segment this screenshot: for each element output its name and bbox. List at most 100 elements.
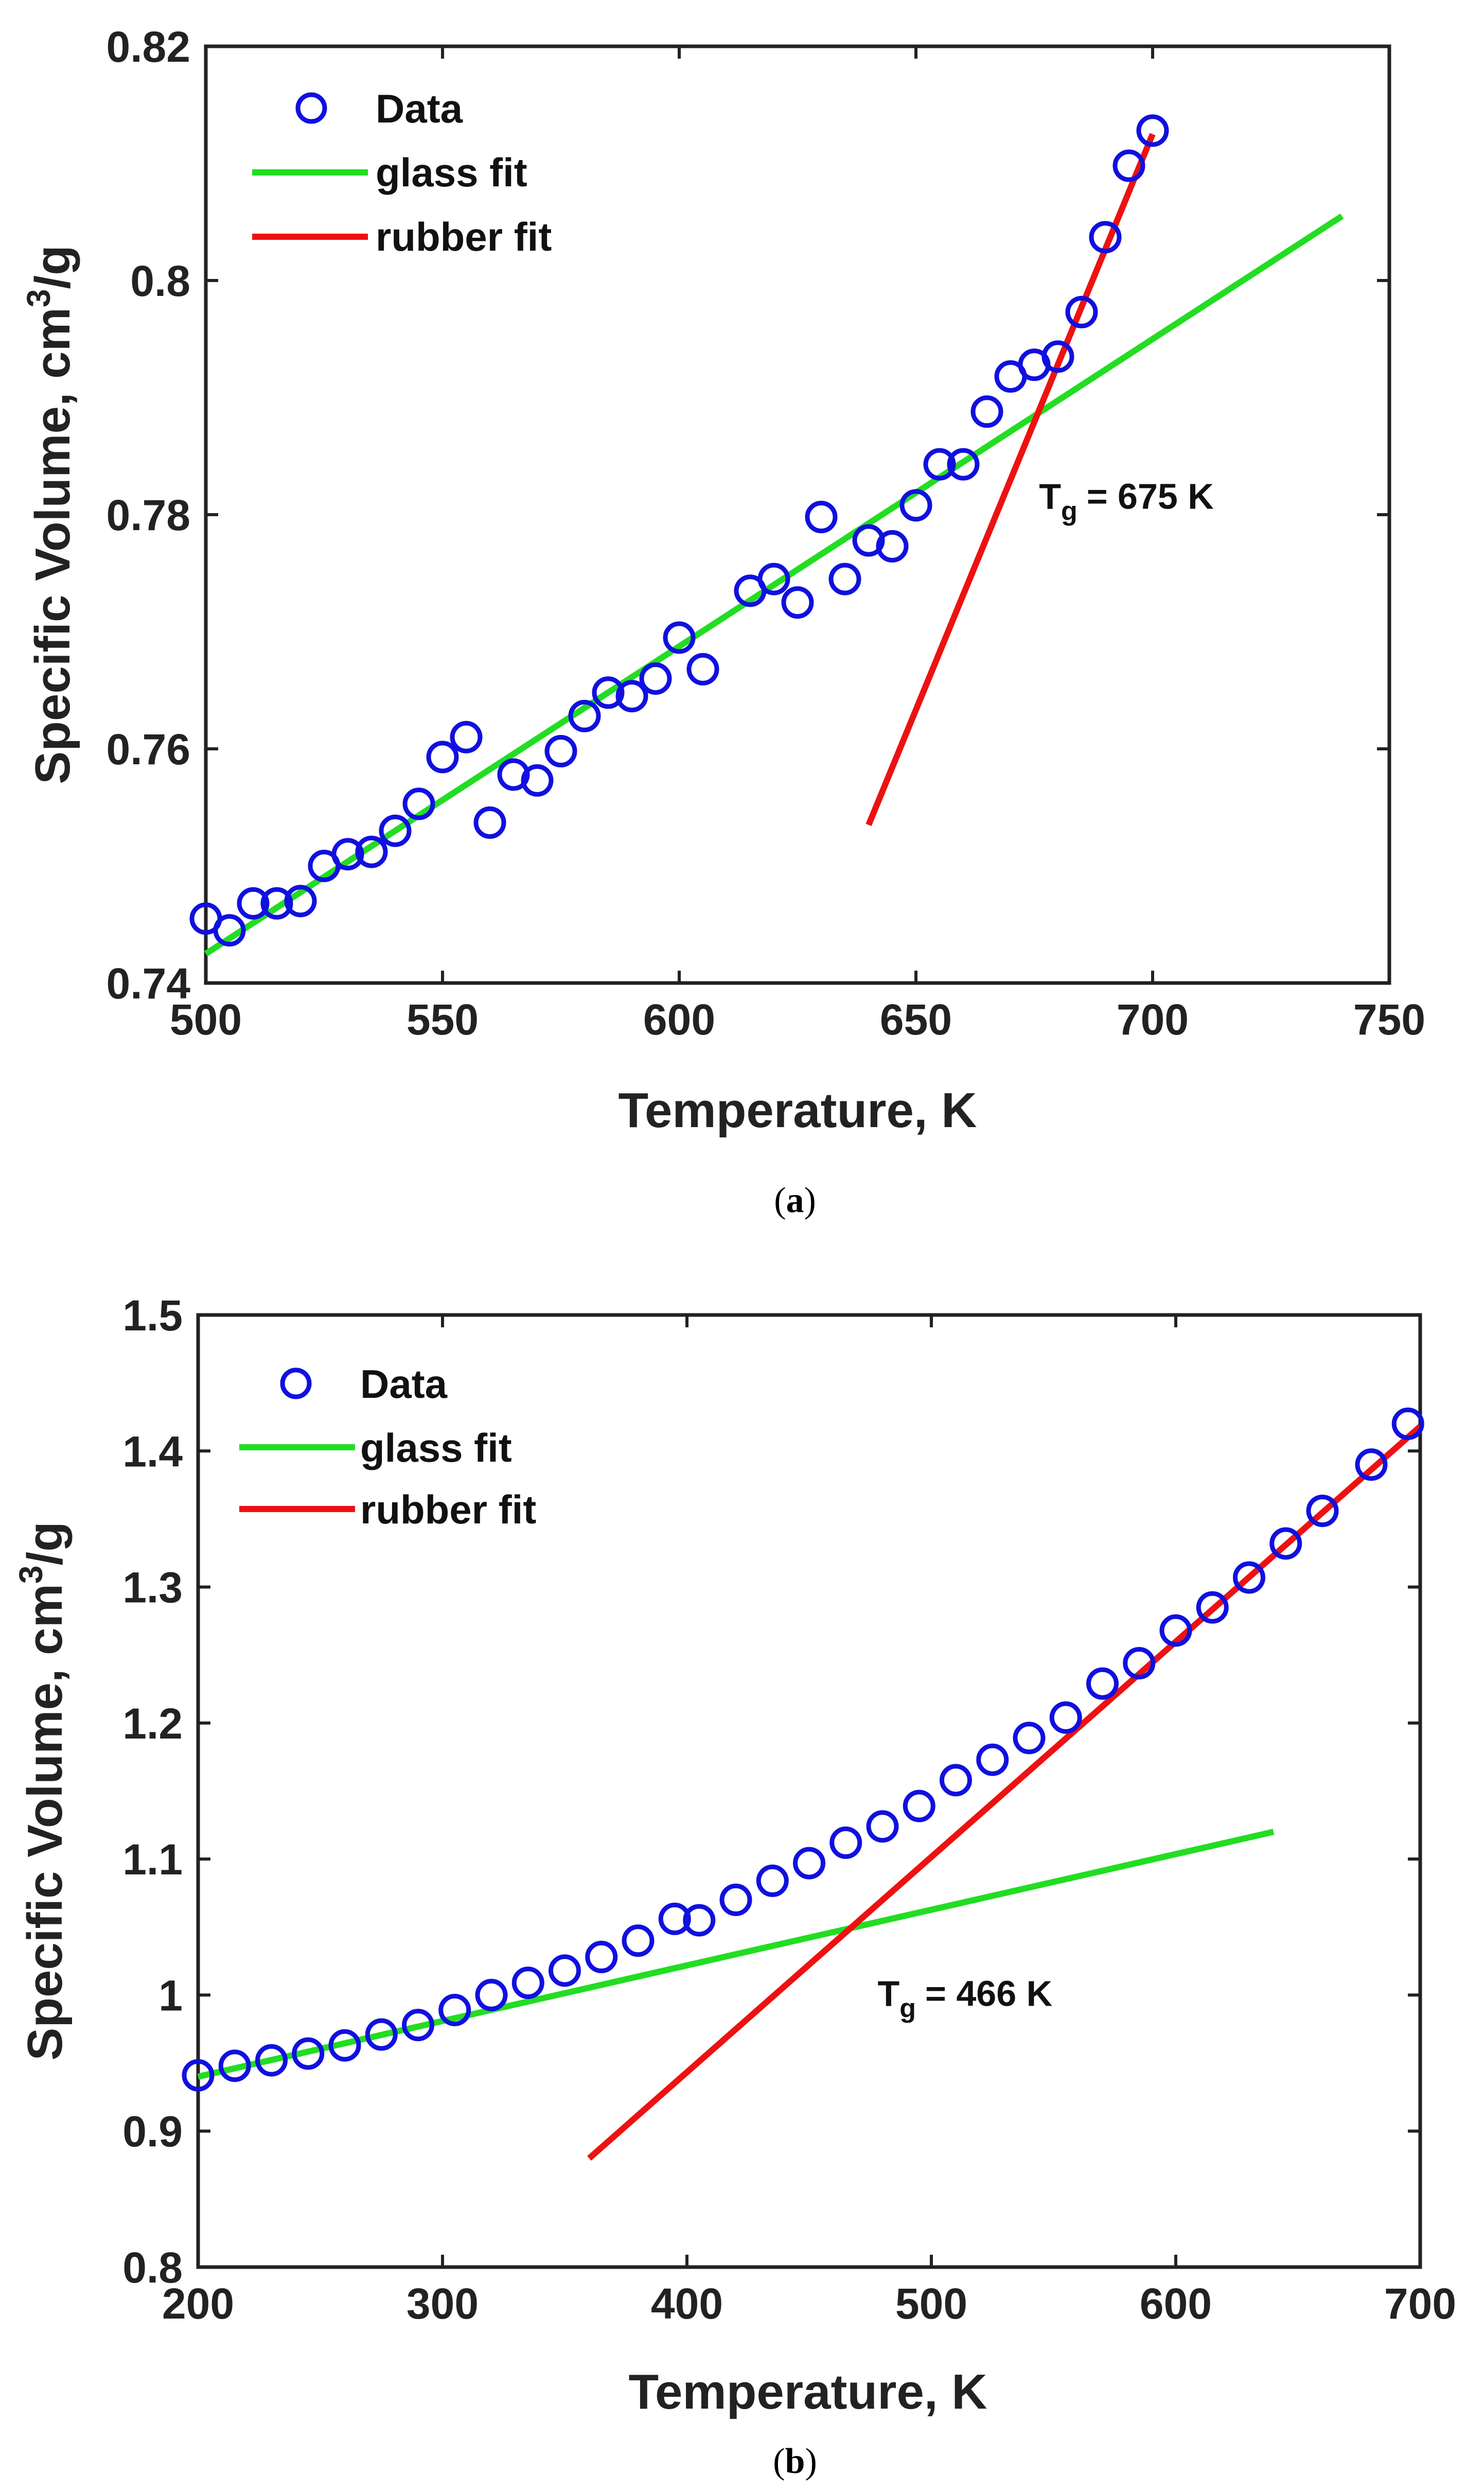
data-point bbox=[237, 887, 270, 920]
data-point bbox=[866, 1810, 899, 1843]
x-axis-label: Temperature, K bbox=[628, 2364, 987, 2419]
data-point bbox=[544, 735, 577, 768]
chart-panel-b: 200 300 400 500 600 700 0.8 0.9 1 1.1 1.2 1.3 1.4 1.5… bbox=[12, 1291, 1456, 2481]
data-point bbox=[876, 530, 909, 563]
data-point bbox=[549, 1954, 581, 1987]
data-point bbox=[1233, 1561, 1265, 1594]
x-tick-label: 300 bbox=[407, 2279, 479, 2328]
y-tick-label: 0.74 bbox=[107, 959, 191, 1008]
y-axis-label-main: Specific Volume, cm bbox=[17, 1584, 73, 2061]
chart-marks bbox=[182, 1407, 1424, 2161]
y-axis-label-superscript: 3 bbox=[12, 1566, 49, 1584]
tg-symbol: T bbox=[1039, 477, 1061, 517]
tg-annotation: Tg = 675 K bbox=[1039, 477, 1214, 527]
x-tick-label: 650 bbox=[880, 995, 952, 1044]
data-point bbox=[255, 2044, 288, 2077]
data-point bbox=[475, 1978, 508, 2011]
y-tick-label: 0.8 bbox=[122, 2243, 183, 2292]
legend-label-glass-fit: glass fit bbox=[360, 1425, 512, 1470]
y-axis-label-tail: /g bbox=[17, 1521, 73, 1565]
x-tick-label: 700 bbox=[1384, 2279, 1456, 2328]
data-point bbox=[852, 524, 885, 557]
rubber-fit-line bbox=[587, 1424, 1422, 2161]
data-point bbox=[947, 448, 980, 481]
tg-value: = 466 K bbox=[925, 1974, 1052, 2014]
chart-marks bbox=[189, 114, 1344, 957]
data-point bbox=[829, 1826, 862, 1859]
data-point bbox=[683, 1904, 716, 1937]
tg-value: = 675 K bbox=[1087, 477, 1214, 517]
data-point bbox=[450, 721, 483, 753]
glass-fit-line bbox=[197, 1829, 1275, 2080]
data-point bbox=[521, 764, 554, 797]
data-point bbox=[1112, 149, 1145, 182]
x-tick-label: 400 bbox=[651, 2279, 723, 2328]
legend-label-glass-fit: glass fit bbox=[376, 150, 527, 195]
data-point bbox=[686, 653, 719, 686]
x-tick-label: 500 bbox=[170, 995, 242, 1044]
y-axis-label: Specific Volume, cm3/g bbox=[12, 1521, 73, 2060]
data-point bbox=[568, 699, 601, 732]
data-point bbox=[402, 2009, 434, 2042]
data-point bbox=[182, 2059, 215, 2092]
x-axis-label: Temperature, K bbox=[618, 1083, 977, 1138]
data-point bbox=[639, 662, 672, 695]
legend: Data glass fit rubber fit bbox=[239, 1361, 536, 1532]
data-point bbox=[1269, 1527, 1302, 1560]
data-point bbox=[658, 1902, 691, 1935]
y-axis-label-tail: /g bbox=[25, 245, 80, 289]
data-point bbox=[903, 1789, 935, 1822]
x-tick-label: 200 bbox=[162, 2279, 234, 2328]
x-tick-label: 600 bbox=[643, 995, 715, 1044]
data-point bbox=[585, 1940, 618, 1973]
data-point bbox=[663, 621, 696, 654]
y-axis-label-main: Specific Volume, cm bbox=[25, 307, 80, 784]
data-point bbox=[1065, 295, 1098, 328]
data-point bbox=[828, 563, 861, 595]
x-tick-label: 700 bbox=[1117, 995, 1189, 1044]
chart-panel-a: 500 550 600 650 700 750 0.74 0.76 0.78 0.8 0.82 Te… bbox=[20, 23, 1425, 1220]
data-point bbox=[1013, 1722, 1046, 1754]
data-point bbox=[622, 1924, 655, 1957]
axis-ticks: 500 550 600 650 700 750 0.74 0.76 0.78 0.8 0.82 bbox=[107, 23, 1426, 1044]
y-tick-label: 1.2 bbox=[122, 1699, 183, 1748]
data-point bbox=[1136, 114, 1169, 147]
data-point bbox=[1041, 340, 1074, 373]
data-point bbox=[497, 758, 530, 791]
glass-fit-line bbox=[204, 213, 1344, 957]
legend-label-rubber-fit: rubber fit bbox=[376, 214, 552, 259]
legend-data-marker bbox=[280, 1367, 312, 1399]
y-tick-label: 1.1 bbox=[122, 1835, 183, 1884]
x-tick-label: 500 bbox=[895, 2279, 967, 2328]
panel-caption-letter: a bbox=[786, 1181, 804, 1220]
y-tick-label: 0.78 bbox=[107, 491, 191, 539]
y-axis-label: Specific Volume, cm3/g bbox=[20, 245, 80, 784]
data-point bbox=[793, 1847, 825, 1880]
data-point bbox=[213, 914, 246, 947]
data-point bbox=[284, 885, 317, 918]
data-point bbox=[260, 887, 293, 920]
x-tick-label: 750 bbox=[1353, 995, 1425, 1044]
data-point bbox=[976, 1743, 1009, 1776]
data-point bbox=[1196, 1591, 1229, 1624]
tg-subscript: g bbox=[899, 1994, 916, 2024]
data-point bbox=[402, 787, 435, 820]
data-point bbox=[805, 501, 838, 534]
tg-symbol: T bbox=[878, 1974, 900, 2014]
x-tick-label: 600 bbox=[1140, 2279, 1212, 2328]
data-point bbox=[292, 2037, 325, 2070]
data-point bbox=[438, 1994, 471, 2026]
y-tick-label: 1.5 bbox=[122, 1291, 183, 1340]
data-point bbox=[1123, 1647, 1156, 1680]
data-point bbox=[365, 2018, 398, 2051]
data-point bbox=[719, 1883, 752, 1916]
data-point bbox=[331, 838, 364, 871]
data-point bbox=[328, 2029, 361, 2062]
data-point bbox=[379, 814, 412, 847]
tg-subscript: g bbox=[1061, 497, 1077, 527]
y-tick-label: 1 bbox=[158, 1971, 183, 2020]
data-point bbox=[1086, 1667, 1119, 1700]
plot-frame bbox=[196, 1313, 1422, 2269]
panel-caption-a: (a) bbox=[774, 1181, 816, 1220]
data-point bbox=[1355, 1448, 1388, 1481]
